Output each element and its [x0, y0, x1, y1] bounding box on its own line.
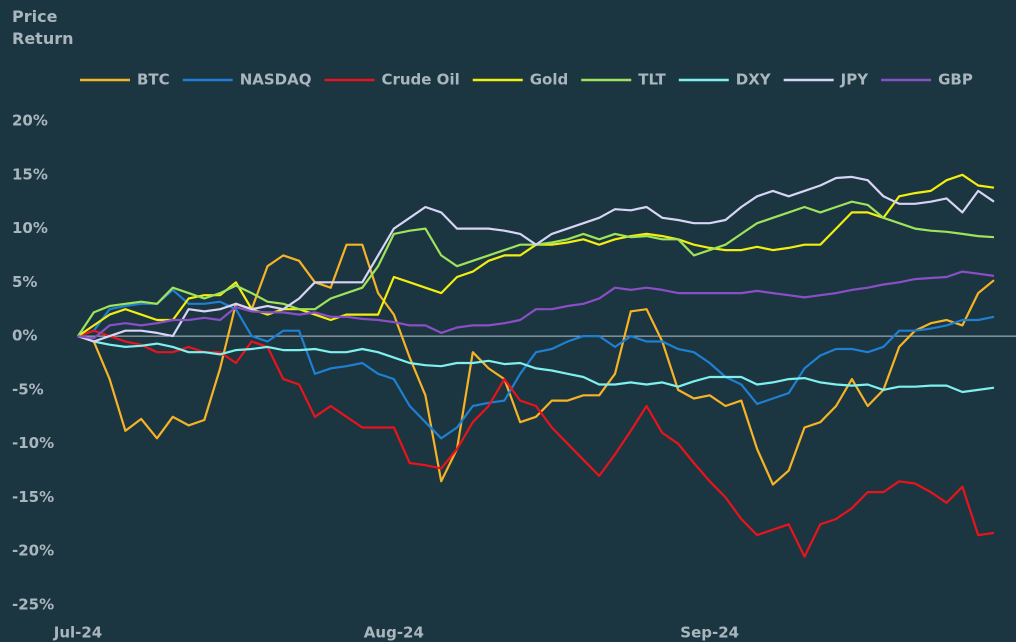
y-tick-label: -5% — [12, 380, 44, 398]
y-tick-label: -10% — [12, 434, 54, 452]
x-tick-label: Jul-24 — [53, 624, 103, 642]
legend-label: GBP — [938, 71, 973, 89]
x-tick-label: Aug-24 — [364, 624, 424, 642]
legend-label: BTC — [137, 71, 170, 89]
y-tick-label: 15% — [12, 165, 48, 183]
legend-label: Crude Oil — [381, 71, 459, 89]
series-line — [77, 175, 995, 343]
series-line — [77, 173, 995, 338]
series-line — [77, 335, 995, 394]
y-tick-label: -20% — [12, 542, 54, 560]
series-line — [77, 200, 995, 337]
legend-label: NASDAQ — [240, 71, 312, 89]
y-tick-label: 10% — [12, 219, 48, 237]
y-tick-label: 5% — [12, 273, 37, 291]
y-tick-label: -15% — [12, 488, 54, 506]
series-line — [77, 243, 995, 486]
legend-label: TLT — [638, 71, 666, 89]
x-tick-label: Sep-24 — [680, 624, 739, 642]
y-tick-label: -25% — [12, 596, 54, 614]
y-tick-label: 20% — [12, 112, 48, 130]
series-line — [77, 329, 995, 558]
y-tick-label: 0% — [12, 327, 37, 345]
legend-label: DXY — [736, 71, 772, 89]
legend-label: JPY — [840, 71, 870, 89]
series-line — [77, 270, 995, 340]
legend-label: Gold — [530, 71, 569, 89]
chart-title: Price Return — [12, 7, 74, 48]
